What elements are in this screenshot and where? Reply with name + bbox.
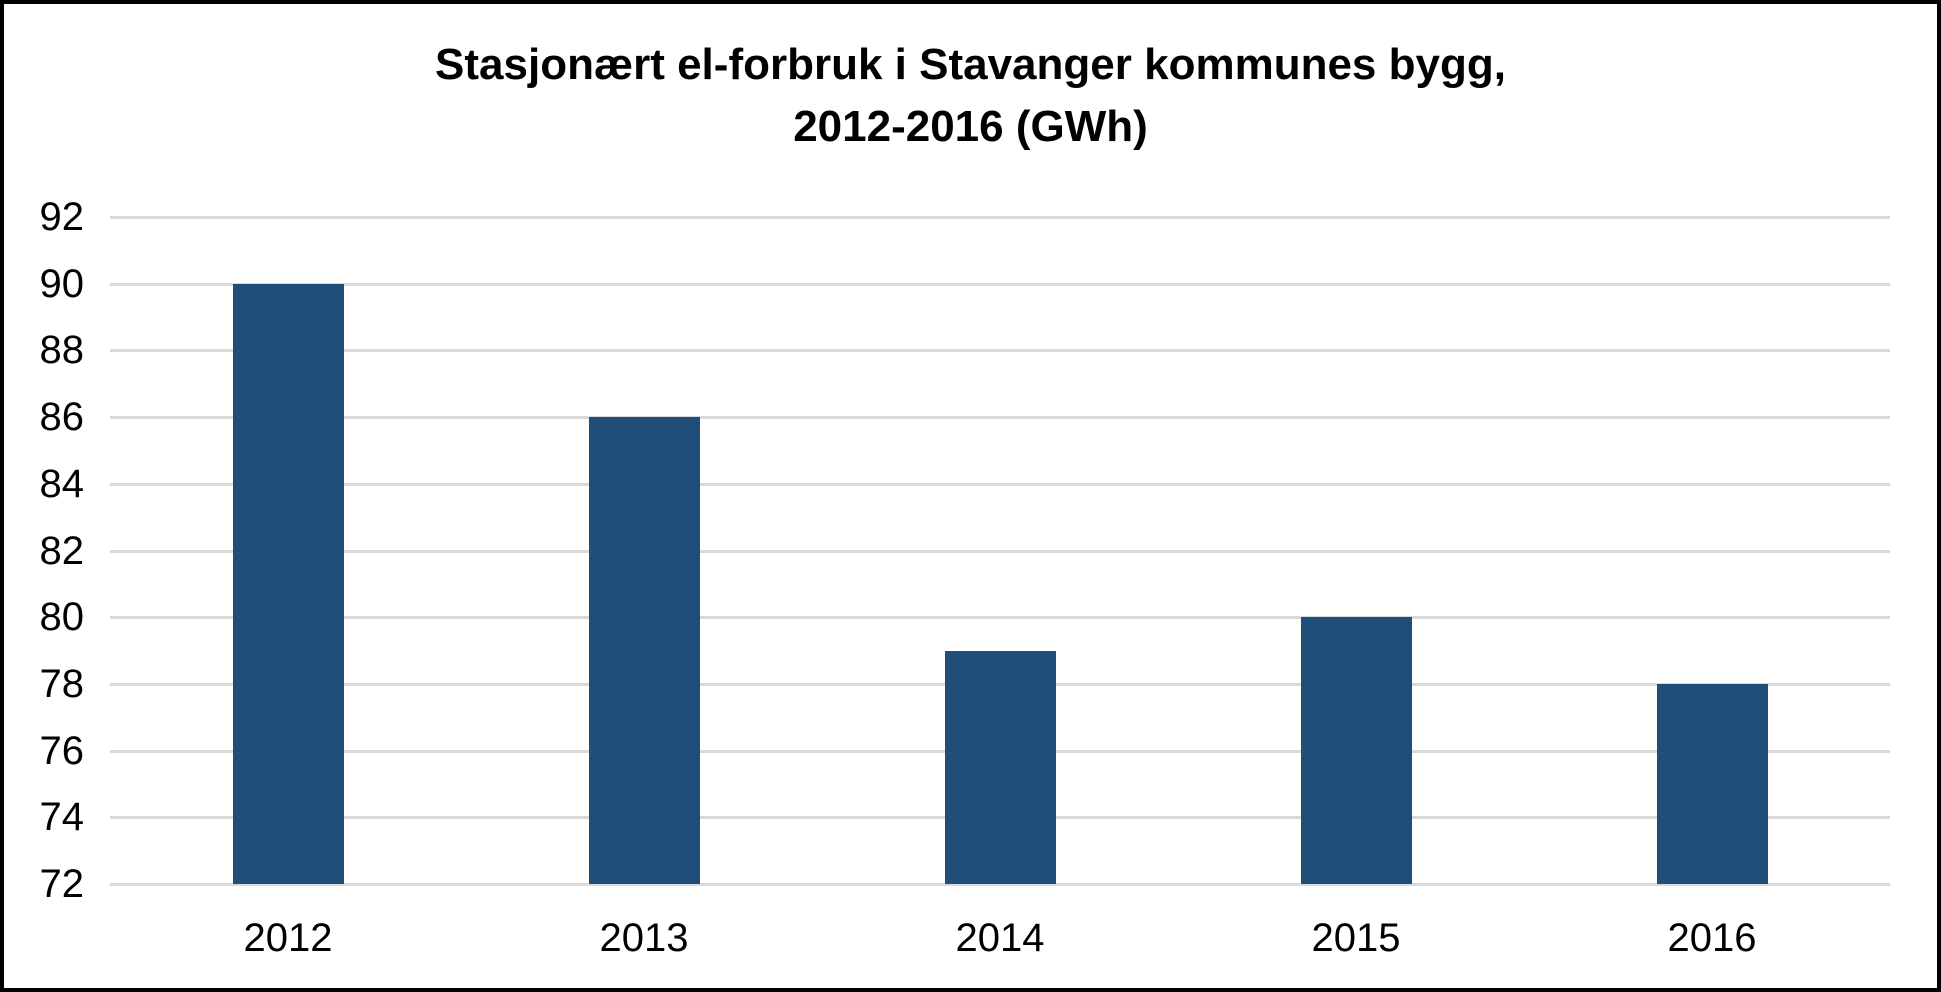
chart-title-line-2: 2012-2016 (GWh)	[793, 102, 1148, 152]
y-axis-tick-label: 78	[39, 661, 85, 706]
gridline-y-90	[110, 282, 1890, 286]
gridline-y-80	[110, 616, 1890, 620]
x-axis-category-label: 2014	[955, 916, 1045, 960]
y-axis-tick-label: 86	[39, 395, 85, 440]
y-axis-tick-label: 90	[39, 261, 85, 306]
chart-title: Stasjonært el-forbruk i Stavanger kommun…	[4, 34, 1937, 159]
y-axis-tick-label: 74	[39, 795, 85, 840]
bar-2014	[944, 650, 1056, 884]
bar-2016	[1656, 683, 1768, 884]
gridline-y-92	[110, 216, 1890, 219]
gridline-y-72	[110, 883, 1890, 886]
chart-title-line-1: Stasjonært el-forbruk i Stavanger kommun…	[435, 40, 1506, 89]
x-axis-category-label: 2012	[243, 916, 333, 960]
y-axis-tick-label: 82	[39, 528, 85, 573]
y-axis-tick-label: 80	[39, 595, 85, 640]
bar-2012	[232, 283, 344, 884]
plot-area	[110, 216, 1890, 886]
bar-2013	[588, 417, 700, 884]
y-axis-tick-label: 72	[39, 862, 85, 906]
y-axis-tick-label: 76	[39, 728, 85, 773]
x-axis-category-label: 2013	[599, 916, 689, 960]
y-axis-tick-label: 84	[39, 461, 85, 506]
y-axis-tick-label: 92	[39, 195, 85, 239]
gridline-y-88	[110, 349, 1890, 353]
y-axis-tick-label: 88	[39, 328, 85, 373]
gridline-y-84	[110, 482, 1890, 486]
x-axis-category-label: 2015	[1311, 916, 1401, 960]
bar-2015	[1300, 617, 1412, 884]
gridline-y-86	[110, 416, 1890, 420]
gridline-y-82	[110, 549, 1890, 553]
x-axis-category-label: 2016	[1667, 916, 1757, 960]
